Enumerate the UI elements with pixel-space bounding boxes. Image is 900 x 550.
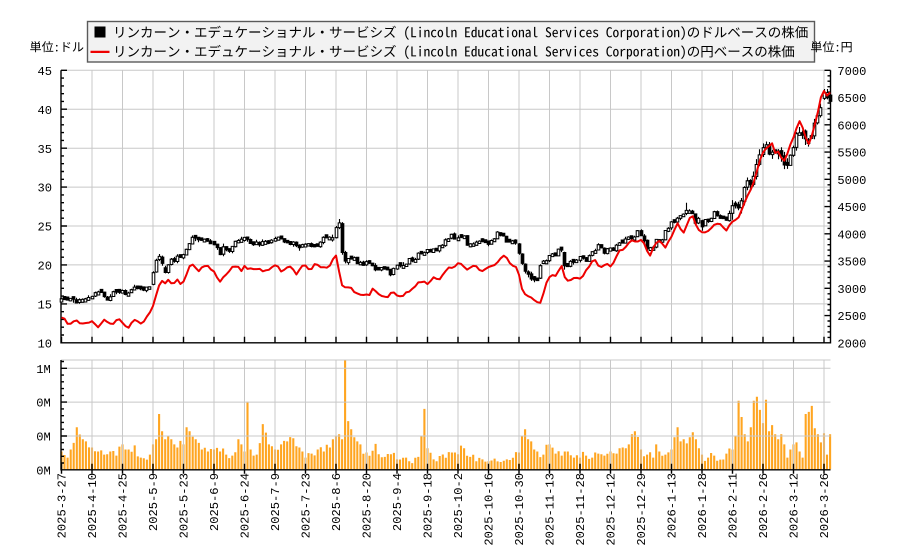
svg-text:2025-8-20: 2025-8-20 <box>361 473 375 538</box>
svg-text:2026-1-28: 2026-1-28 <box>696 473 710 538</box>
svg-text:3500: 3500 <box>837 256 866 270</box>
svg-text:2025-5-9: 2025-5-9 <box>147 473 161 531</box>
svg-text:2026-3-26: 2026-3-26 <box>818 473 832 538</box>
svg-text:6500: 6500 <box>837 92 866 106</box>
svg-text:4500: 4500 <box>837 201 866 215</box>
svg-text:35: 35 <box>37 143 52 157</box>
svg-text:2000: 2000 <box>837 337 866 351</box>
svg-text:15: 15 <box>37 299 52 313</box>
svg-text:7000: 7000 <box>837 65 866 79</box>
svg-text:0M: 0M <box>36 431 51 445</box>
svg-text:2500: 2500 <box>837 310 866 324</box>
svg-text:0M: 0M <box>36 397 51 411</box>
svg-text:20: 20 <box>37 260 52 274</box>
svg-text:2025-12-12: 2025-12-12 <box>605 473 619 546</box>
svg-text:2026-2-26: 2026-2-26 <box>757 473 771 538</box>
svg-text:2025-7-23: 2025-7-23 <box>300 473 314 538</box>
svg-text:40: 40 <box>37 104 52 118</box>
svg-text:2025-11-13: 2025-11-13 <box>544 473 558 546</box>
svg-text:25: 25 <box>37 221 52 235</box>
svg-text:2025-6-9: 2025-6-9 <box>208 473 222 531</box>
svg-text:30: 30 <box>37 182 52 196</box>
svg-text:2025-9-18: 2025-9-18 <box>422 473 436 538</box>
svg-text:2025-6-24: 2025-6-24 <box>239 473 253 538</box>
svg-text:2025-4-10: 2025-4-10 <box>86 473 100 538</box>
svg-text:1M: 1M <box>36 363 51 377</box>
svg-text:45: 45 <box>37 65 52 79</box>
svg-text:10: 10 <box>37 337 52 351</box>
svg-text:2025-10-2: 2025-10-2 <box>452 473 466 538</box>
svg-text:2025-7-9: 2025-7-9 <box>269 473 283 531</box>
svg-text:5000: 5000 <box>837 174 866 188</box>
svg-text:2025-9-4: 2025-9-4 <box>391 473 405 531</box>
svg-text:2026-1-13: 2026-1-13 <box>666 473 680 538</box>
svg-text:0M: 0M <box>36 464 51 478</box>
svg-text:6000: 6000 <box>837 119 866 133</box>
svg-text:2025-8-6: 2025-8-6 <box>330 473 344 531</box>
svg-text:2025-5-23: 2025-5-23 <box>178 473 192 538</box>
svg-text:2025-3-27: 2025-3-27 <box>56 473 70 538</box>
svg-text:2025-11-28: 2025-11-28 <box>574 473 588 546</box>
svg-text:3000: 3000 <box>837 283 866 297</box>
svg-text:2025-10-16: 2025-10-16 <box>483 473 497 546</box>
svg-text:4000: 4000 <box>837 228 866 242</box>
svg-text:2025-12-29: 2025-12-29 <box>635 473 649 546</box>
svg-text:5500: 5500 <box>837 147 866 161</box>
svg-text:2026-3-12: 2026-3-12 <box>788 473 802 538</box>
svg-text:2025-10-30: 2025-10-30 <box>513 473 527 546</box>
svg-text:2026-2-11: 2026-2-11 <box>727 473 741 538</box>
svg-text:2025-4-25: 2025-4-25 <box>117 473 131 538</box>
